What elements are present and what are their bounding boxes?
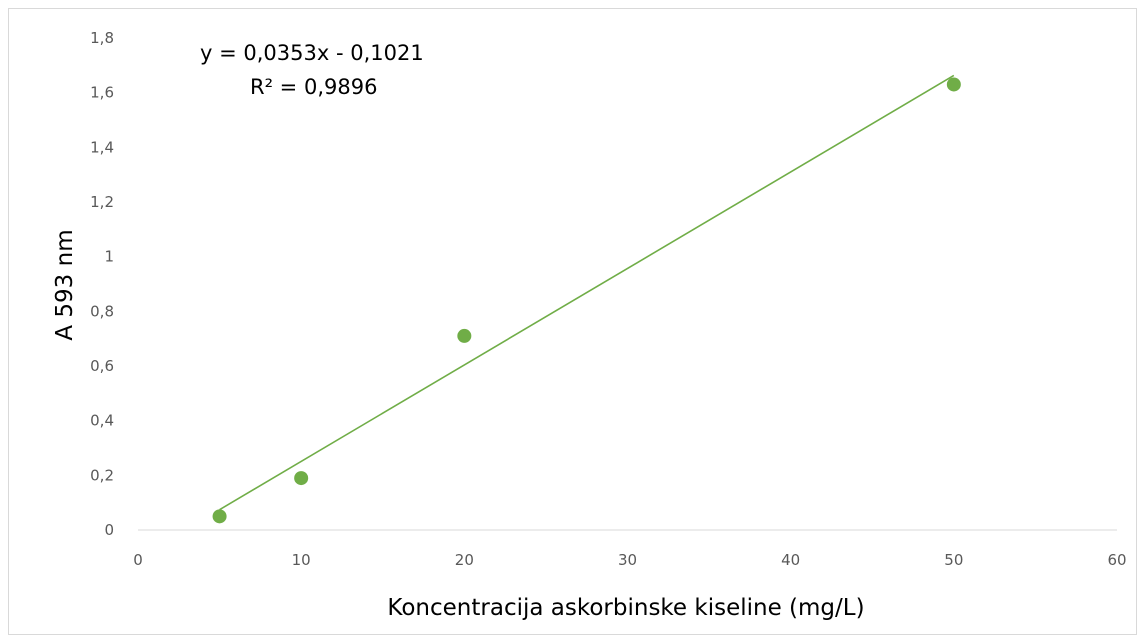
y-tick-label: 1,6 bbox=[90, 84, 114, 102]
x-axis-ticks: 0 10 20 30 40 50 60 bbox=[133, 551, 1126, 569]
data-point bbox=[457, 328, 472, 343]
r-squared-label: R² = 0,9896 bbox=[250, 75, 377, 99]
y-tick-label: 1 bbox=[104, 248, 114, 266]
trendline-equation: y = 0,0353x - 0,1021 bbox=[200, 41, 424, 65]
y-axis-title: A 593 nm bbox=[52, 229, 78, 340]
data-point bbox=[946, 77, 961, 92]
x-tick-label: 0 bbox=[133, 551, 143, 569]
x-tick-label: 40 bbox=[781, 551, 800, 569]
trendline bbox=[219, 74, 955, 511]
data-points bbox=[212, 77, 961, 524]
y-tick-label: 0,2 bbox=[90, 466, 114, 484]
y-tick-label: 1,2 bbox=[90, 193, 114, 211]
y-tick-label: 0 bbox=[104, 521, 114, 539]
y-tick-label: 0,8 bbox=[90, 302, 114, 320]
x-axis-title: Koncentracija askorbinske kiseline (mg/L… bbox=[387, 595, 864, 621]
x-tick-label: 50 bbox=[944, 551, 963, 569]
x-tick-label: 30 bbox=[618, 551, 637, 569]
y-tick-label: 1,4 bbox=[90, 138, 114, 156]
x-tick-label: 20 bbox=[455, 551, 474, 569]
x-tick-label: 60 bbox=[1107, 551, 1126, 569]
y-tick-label: 1,8 bbox=[90, 29, 114, 47]
y-axis-ticks: 0 0,2 0,4 0,6 0,8 1 1,2 1,4 1,6 1,8 bbox=[90, 29, 114, 539]
y-tick-label: 0,4 bbox=[90, 412, 114, 430]
data-point bbox=[212, 509, 227, 524]
data-point bbox=[294, 471, 309, 486]
x-tick-label: 10 bbox=[292, 551, 311, 569]
y-tick-label: 0,6 bbox=[90, 357, 114, 375]
